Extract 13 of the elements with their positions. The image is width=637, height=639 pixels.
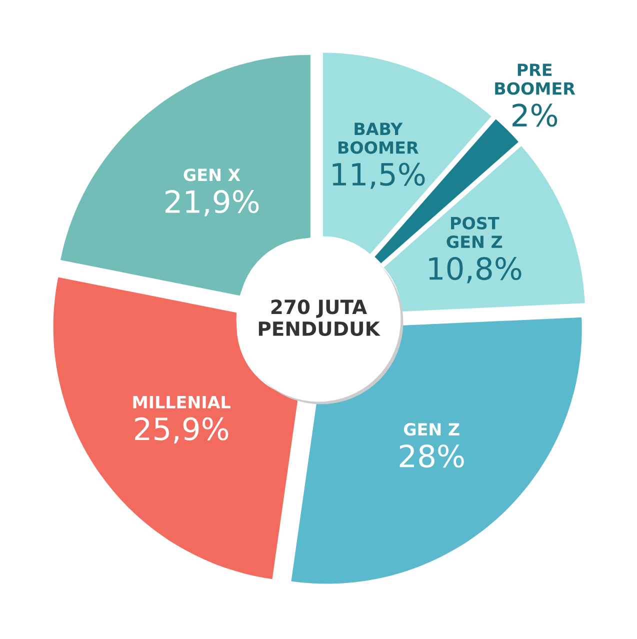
slice-label: BABY BOOMER <box>338 122 418 154</box>
slice-label: GEN X <box>184 168 240 182</box>
text: 270 JUTA PENDUDUK <box>258 300 380 336</box>
data-label: 25,9% <box>135 417 228 444</box>
data-label: 21,9% <box>166 190 259 216</box>
data-label: 2% <box>512 104 558 127</box>
slice-label: POST GEN Z <box>446 216 502 248</box>
slice-label: MILLENIAL <box>133 396 230 408</box>
data-label: 28% <box>400 444 464 468</box>
data-label: 11,5% <box>332 162 425 189</box>
slice-label: PRE BOOMER <box>495 64 576 95</box>
slice-label: GEN Z <box>404 423 460 436</box>
data-label: 10,8% <box>429 256 522 284</box>
